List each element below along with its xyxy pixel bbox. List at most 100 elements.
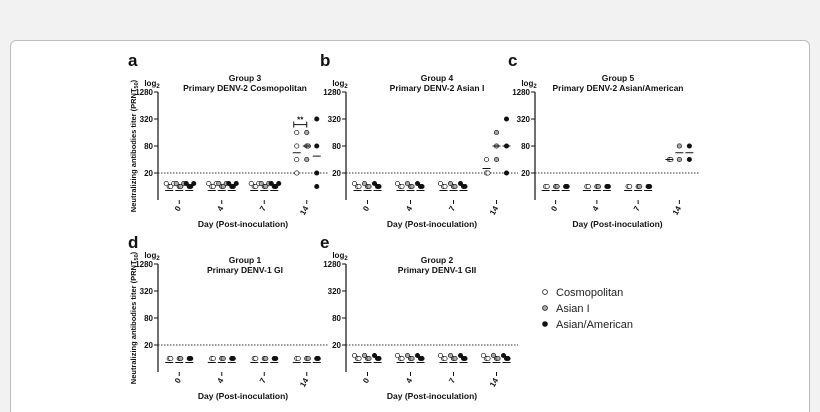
data-point — [304, 156, 310, 163]
y-tick-label: 20 — [332, 169, 341, 178]
data-point — [230, 355, 236, 362]
data-point — [457, 352, 464, 359]
data-point — [173, 180, 179, 187]
data-point — [361, 352, 368, 359]
y-tick-label: 20 — [144, 169, 153, 178]
x-tick-label: 0 — [549, 204, 559, 213]
x-tick-label: 14 — [671, 204, 684, 217]
data-point — [462, 355, 468, 362]
log2-label: log2 — [144, 79, 160, 90]
legend-marker — [542, 321, 548, 327]
data-point — [394, 352, 401, 359]
data-point — [647, 183, 653, 190]
y-tick-label: 320 — [140, 115, 154, 124]
y-axis-label: Neutralizing antibodies titer (PRNT50) — [129, 79, 140, 212]
log2-label: log2 — [144, 251, 160, 262]
x-tick-label: 7 — [258, 204, 268, 213]
data-point — [233, 180, 239, 187]
data-point — [220, 355, 226, 362]
data-point — [404, 180, 411, 187]
data-point — [294, 156, 300, 163]
data-point — [183, 180, 189, 187]
x-tick-label: 14 — [298, 376, 311, 389]
data-point — [564, 183, 570, 190]
panel-title: Primary DENV-2 Asian/American — [552, 83, 683, 93]
y-tick-label: 1280 — [323, 88, 341, 97]
data-point — [253, 183, 259, 190]
data-point — [230, 183, 236, 190]
y-tick-label: 80 — [332, 314, 341, 323]
data-point — [263, 183, 269, 190]
x-tick-label: 7 — [447, 376, 457, 385]
data-point — [493, 156, 500, 163]
y-tick-label: 80 — [144, 142, 153, 151]
data-point — [399, 183, 405, 190]
data-point — [485, 355, 491, 362]
panel-title: Group 3 — [229, 73, 262, 83]
data-point — [457, 180, 464, 187]
data-point — [356, 355, 362, 362]
data-point — [627, 183, 633, 190]
data-point — [304, 129, 310, 136]
data-point — [637, 183, 643, 190]
data-point — [295, 355, 301, 362]
data-point — [314, 170, 320, 176]
panel-title: Group 5 — [602, 73, 635, 83]
data-point — [191, 180, 197, 187]
panel-title: Group 2 — [421, 255, 454, 265]
data-point — [273, 183, 279, 190]
data-point — [376, 183, 382, 190]
panel-title: Primary DENV-2 Asian I — [390, 83, 485, 93]
x-tick-label: 4 — [591, 204, 601, 213]
data-point — [452, 355, 458, 362]
legend-label: Asian/American — [556, 319, 633, 331]
data-point — [210, 355, 216, 362]
panel-letter: d — [128, 233, 138, 252]
legend-marker — [542, 289, 548, 295]
x-tick-label: 4 — [404, 204, 414, 213]
panel-title: Primary DENV-2 Cosmopolitan — [183, 83, 307, 93]
data-point — [305, 355, 311, 362]
data-point — [361, 180, 368, 187]
data-point — [676, 143, 682, 149]
panel-letter: a — [128, 51, 138, 70]
y-tick-label: 320 — [328, 115, 342, 124]
data-point — [314, 183, 320, 190]
data-point — [503, 116, 510, 122]
significance-label: ** — [297, 116, 304, 125]
data-point — [376, 355, 382, 362]
data-point — [452, 183, 458, 190]
y-tick-label: 1280 — [135, 88, 153, 97]
data-point — [258, 180, 264, 187]
data-point — [268, 180, 274, 187]
figure-frame — [10, 40, 810, 412]
x-tick-label: 7 — [258, 376, 268, 385]
panel-letter: c — [508, 51, 517, 70]
data-point — [462, 183, 468, 190]
data-point — [419, 183, 425, 190]
data-point — [490, 352, 497, 359]
data-point — [294, 170, 300, 176]
data-point — [276, 180, 282, 187]
data-point — [409, 183, 415, 190]
data-point — [419, 355, 425, 362]
data-point — [163, 180, 169, 187]
panel-title: Group 1 — [229, 255, 262, 265]
x-axis-label: Day (Post-inoculation) — [387, 219, 477, 229]
y-tick-label: 1280 — [512, 88, 530, 97]
data-point — [178, 355, 184, 362]
data-point — [168, 183, 174, 190]
x-axis-label: Day (Post-inoculation) — [198, 219, 288, 229]
x-axis-label: Day (Post-inoculation) — [387, 391, 477, 401]
data-point — [503, 170, 510, 176]
y-tick-label: 1280 — [323, 260, 341, 269]
panel-title: Primary DENV-1 GII — [398, 265, 476, 275]
data-point — [394, 180, 401, 187]
y-tick-label: 80 — [332, 142, 341, 151]
data-point — [399, 355, 405, 362]
data-point — [294, 129, 300, 136]
data-point — [371, 352, 378, 359]
data-point — [168, 355, 174, 362]
